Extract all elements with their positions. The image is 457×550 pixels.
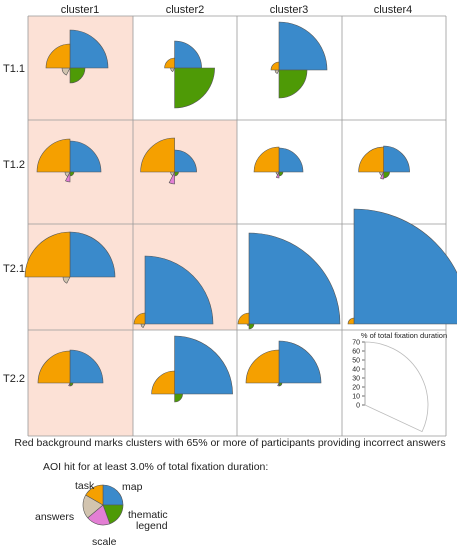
- rose-T2.2-cluster2-thematic-legend-sector: [174, 393, 183, 403]
- rose-T1.1-cluster3-task-sector: [270, 61, 280, 71]
- scale-tick-label: 40: [352, 367, 360, 374]
- legend-label-map: map: [122, 481, 143, 493]
- rose-T1.1-cluster2-task-sector: [164, 57, 175, 69]
- rose-T1.2-cluster3-map-sector: [278, 147, 304, 173]
- rose-T2.2-cluster1-map-sector: [69, 349, 104, 384]
- scale-tick-label: 50: [352, 358, 360, 365]
- scale-tick-label: 0: [356, 403, 360, 410]
- cell-grid: % of total fixation duration 0 10 20 30 40 50 6…: [24, 15, 457, 437]
- rose-T2.1-cluster1-map-sector: [69, 231, 116, 278]
- row-header-T2.2: T2.2: [3, 373, 25, 385]
- scale-tick-label: 20: [352, 385, 360, 392]
- column-header-cluster4: cluster4: [374, 4, 413, 16]
- rose-T1.2-cluster4-map-sector: [383, 145, 410, 173]
- row-header-T1.1: T1.1: [3, 63, 25, 75]
- rose-T1.1-cluster3: [270, 21, 328, 99]
- scale-tick-label: 60: [352, 349, 360, 356]
- rose-T2.2-cluster1: [37, 349, 104, 387]
- rose-T2.2-cluster3-task-sector: [245, 349, 280, 384]
- rose-T2.2-cluster3-scale-sector: [277, 382, 280, 387]
- scale-tick-label: 70: [352, 340, 360, 347]
- rose-T1.2-cluster2-task-sector: [140, 137, 175, 173]
- rose-T2.2-cluster3: [245, 340, 322, 387]
- rose-T1.2-cluster1-map-sector: [69, 140, 102, 173]
- rose-T2.2-cluster2-map-sector: [174, 335, 233, 395]
- column-header-cluster1: cluster1: [61, 4, 100, 16]
- legend-task-sector: [85, 484, 104, 506]
- rose-T1.2-cluster4: [358, 145, 410, 180]
- rose-T2.1-cluster3-task-sector: [237, 312, 250, 325]
- legend-label-scale: scale: [92, 536, 117, 548]
- column-header-cluster2: cluster2: [166, 4, 205, 16]
- column-header-cluster3: cluster3: [270, 4, 309, 16]
- rose-T1.1-cluster1-task-sector: [45, 43, 71, 69]
- rose-T2.1-cluster2: [133, 255, 214, 328]
- incorrect-answers-note: Red background marks clusters with 65% o…: [14, 437, 445, 449]
- rose-T2.2-cluster1-task-sector: [37, 350, 71, 384]
- rose-T1.1-cluster2: [164, 40, 215, 109]
- legend-label-thematic: thematic legend: [128, 509, 171, 532]
- rose-T2.1-cluster1-task-sector: [24, 231, 71, 278]
- rose-T2.1-cluster2-task-sector: [133, 312, 146, 325]
- rose-T1.2-cluster1-task-sector: [36, 138, 71, 173]
- legend-map-sector: [102, 484, 124, 506]
- scale-panel-title: % of total fixation duration: [361, 331, 447, 340]
- rose-T2.1-cluster3-thematic-legend-sector: [248, 323, 255, 330]
- rose-T2.1-cluster4: [347, 208, 457, 325]
- row-header-T1.2: T1.2: [3, 159, 25, 171]
- row-header-T2.1: T2.1: [3, 263, 25, 275]
- rose-T1.2-cluster1: [36, 138, 102, 183]
- rose-T2.2-cluster2-task-sector: [151, 370, 175, 395]
- rose-T2.1-cluster1: [24, 231, 116, 284]
- scale-panel: % of total fixation duration 0 10 20 30 40 50 6…: [352, 331, 447, 433]
- legend-label-task: task: [75, 480, 95, 492]
- rose-T1.2-cluster2: [140, 137, 197, 185]
- grid-lines: [27, 15, 447, 437]
- rose-T2.2-cluster3-map-sector: [278, 340, 322, 384]
- rose-T1.1-cluster1-map-sector: [69, 29, 109, 69]
- rose-T1.2-cluster3-task-sector: [253, 146, 280, 173]
- rose-T2.2-cluster2: [151, 335, 233, 403]
- scale-arc: [364, 341, 429, 433]
- rose-T1.2-cluster2-map-sector: [174, 149, 197, 173]
- rose-T1.2-cluster3: [253, 146, 304, 179]
- rose-T1.2-cluster4-task-sector: [358, 146, 384, 173]
- rose-T2.1-cluster4-map-sector: [353, 208, 457, 325]
- cell-bg-T1.1-cluster4: [342, 16, 446, 120]
- rose-T2.1-cluster2-map-sector: [144, 255, 214, 325]
- rose-T2.1-cluster3-map-sector: [248, 232, 341, 325]
- rose-T1.1-cluster1: [45, 29, 109, 84]
- scale-tick-label: 10: [352, 394, 360, 401]
- rose-T2.1-cluster4-task-sector: [347, 317, 355, 325]
- rose-T1.1-cluster2-map-sector: [174, 40, 202, 69]
- rose-T1.1-cluster2-thematic-legend-sector: [174, 67, 215, 109]
- legend-title: AOI hit for at least 3.0% of total fixat…: [43, 461, 268, 473]
- legend-glyph: [82, 484, 124, 526]
- scale-tick-label: 30: [352, 376, 360, 383]
- rose-T1.1-cluster3-thematic-legend-sector: [278, 69, 308, 99]
- rose-T2.1-cluster3: [237, 232, 341, 330]
- rose-T2.2-cluster1-scale-sector: [68, 382, 71, 387]
- rose-T1.1-cluster3-map-sector: [278, 21, 328, 71]
- legend-label-answers: answers: [35, 511, 74, 523]
- rose-T1.1-cluster1-thematic-legend-sector: [69, 67, 86, 84]
